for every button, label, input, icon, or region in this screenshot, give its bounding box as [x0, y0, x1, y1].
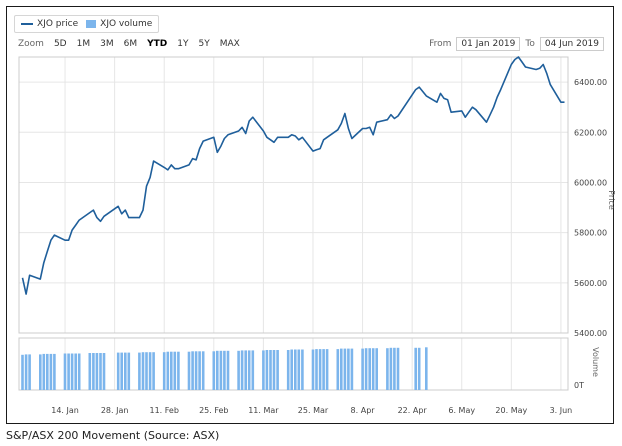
legend-volume-label: XJO volume: [100, 19, 153, 29]
chart-caption: S&P/ASX 200 Movement (Source: ASX): [6, 429, 220, 442]
zoom-button-1y[interactable]: 1Y: [177, 39, 189, 49]
zoom-button-5d[interactable]: 5D: [53, 39, 67, 49]
chart-legend: XJO price XJO volume: [14, 15, 160, 33]
range-to-input[interactable]: 04 Jun 2019: [539, 37, 604, 51]
zoom-button-1m[interactable]: 1M: [76, 39, 91, 49]
zoom-bar: Zoom 5D 1M 3M 6M YTD 1Y 5Y MAX: [18, 38, 246, 50]
zoom-button-6m[interactable]: 6M: [123, 39, 138, 49]
volume-box-swatch: [86, 20, 97, 28]
chart-frame: [6, 6, 614, 424]
zoom-button-5y[interactable]: 5Y: [198, 39, 210, 49]
legend-item-volume[interactable]: XJO volume: [86, 19, 152, 29]
zoom-button-ytd[interactable]: YTD: [147, 39, 168, 49]
zoom-label: Zoom: [18, 39, 44, 49]
legend-item-price[interactable]: XJO price: [21, 19, 78, 29]
price-line-swatch: [21, 23, 33, 25]
range-to-label: To: [525, 39, 535, 49]
range-from-label: From: [429, 39, 452, 49]
legend-price-label: XJO price: [37, 19, 79, 29]
zoom-button-max[interactable]: MAX: [219, 39, 240, 49]
range-from-input[interactable]: 01 Jan 2019: [456, 37, 521, 51]
date-range-selector: From 01 Jan 2019 To 04 Jun 2019: [424, 37, 604, 51]
zoom-button-3m[interactable]: 3M: [100, 39, 114, 49]
